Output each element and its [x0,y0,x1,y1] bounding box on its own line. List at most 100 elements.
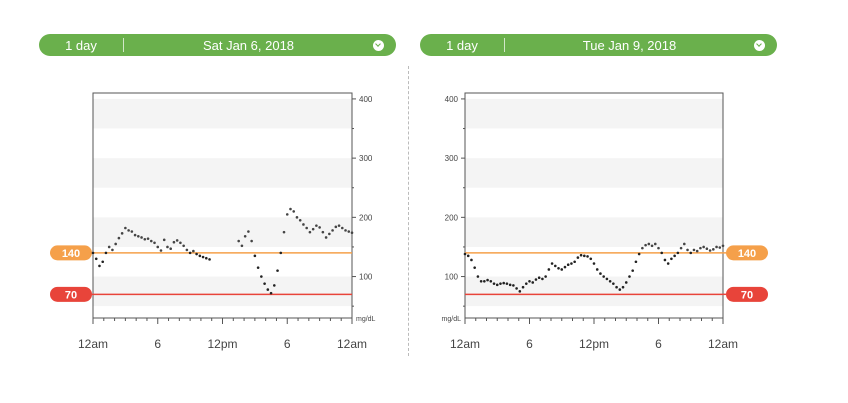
glucose-reading-point [282,230,286,234]
glucose-reading-point [486,278,489,282]
glucose-reading-point [279,251,283,255]
glucose-reading-point [94,257,98,261]
glucose-reading-point [534,278,538,281]
glucose-reading-point [133,233,137,237]
glucose-reading-point [137,234,140,238]
glucose-reading-point [653,242,657,246]
glucose-reading-point [554,264,557,268]
glucose-reading-point [240,244,244,248]
x-tick-label: 6 [526,337,533,351]
x-tick-label: 6 [284,337,291,351]
glucose-reading-point [515,287,518,290]
glucose-reading-point [130,230,134,233]
glucose-reading-point [615,285,618,289]
x-tick-label: 6 [655,337,662,351]
y-tick-label: 400 [445,95,459,104]
glucose-reading-point [673,254,676,258]
glucose-reading-point [699,246,702,250]
x-tick-label: 12pm [207,337,237,351]
glucose-reading-point [153,241,156,245]
glucose-reading-point [537,276,541,280]
y-tick-label: 300 [445,154,459,163]
date-selector-left[interactable]: 1 day Sat Jan 6, 2018 [39,34,396,56]
glucose-reading-point [499,282,502,285]
glucose-reading-point [175,239,179,242]
glucose-reading-point [595,268,599,271]
glucose-reading-point [253,254,257,258]
glucose-reading-point [573,260,576,264]
glucose-reading-point [350,231,354,235]
y-tick-label: 300 [359,154,373,163]
glucose-reading-point [101,260,105,264]
glucose-reading-point [518,290,522,293]
glucose-reading-point [311,227,315,231]
date-label[interactable]: Sat Jan 6, 2018 [202,37,295,53]
glucose-reading-point [285,213,289,216]
glucose-reading-point [560,268,564,271]
glucose-reading-point [195,252,198,256]
glucose-reading-point [344,229,347,232]
glucose-reading-point [256,266,260,269]
glucose-reading-point [657,246,660,250]
chevron-down-icon[interactable] [373,39,384,51]
glucose-reading-point [683,242,686,246]
glucose-reading-point [550,262,554,265]
glucose-reading-point [149,239,153,243]
glucose-reading-point [686,248,689,252]
glucose-reading-point [679,246,683,250]
glucose-reading-point [298,219,302,222]
glucose-reading-point [305,226,308,230]
glucose-reading-point [570,262,573,265]
x-tick-label: 12am [78,337,108,351]
glucose-reading-point [250,239,253,243]
glucose-reading-point [91,251,95,255]
grid-band [465,217,723,247]
glucose-reading-point [324,236,328,239]
glucose-reading-point [602,275,605,278]
glucose-reading-point [689,251,693,255]
date-selector-right[interactable]: 1 day Tue Jan 9, 2018 [420,34,777,56]
glucose-reading-point [463,252,467,256]
glucose-reading-point [660,251,664,255]
glucose-reading-point [120,232,124,235]
glucose-reading-point [337,224,341,227]
glucose-reading-point [712,248,715,251]
y-axis-unit-label: mg/dL [442,316,462,323]
glucose-reading-point [566,263,570,267]
panel-divider [408,66,409,356]
glucose-reading-point [302,223,305,226]
glucose-reading-point [476,275,480,278]
high-threshold-label: 140 [62,248,80,260]
glucose-reading-point [192,249,195,253]
range-label[interactable]: 1 day [65,37,97,53]
glucose-reading-point [166,245,169,249]
glucose-reading-point [104,251,108,255]
glucose-reading-point [127,229,130,232]
glucose-reading-point [618,288,622,291]
glucose-reading-point [528,279,531,283]
grid-band [93,276,352,307]
glucose-reading-point [718,246,722,249]
range-label[interactable]: 1 day [446,37,478,53]
glucose-reading-point [692,248,696,252]
glucose-reading-point [505,282,509,285]
glucose-reading-point [331,229,334,232]
glucose-reading-point [266,288,270,291]
x-tick-label: 12am [708,337,738,351]
low-threshold-badge [726,286,768,302]
glucose-reading-point [647,242,651,246]
glucose-reading-point [589,257,593,261]
glucose-reading-point [634,260,638,264]
date-label[interactable]: Tue Jan 9, 2018 [582,37,677,53]
glucose-reading-point [237,239,240,243]
glucose-reading-point [169,247,172,251]
glucose-reading-point [544,275,547,278]
glucose-reading-point [347,230,351,233]
chevron-down-icon[interactable] [754,39,765,51]
y-tick-label: 200 [445,213,459,222]
glucose-reading-point [637,252,641,256]
glucose-reading-point [179,241,182,245]
x-tick-label: 6 [154,337,161,351]
glucose-reading-point [140,236,143,239]
